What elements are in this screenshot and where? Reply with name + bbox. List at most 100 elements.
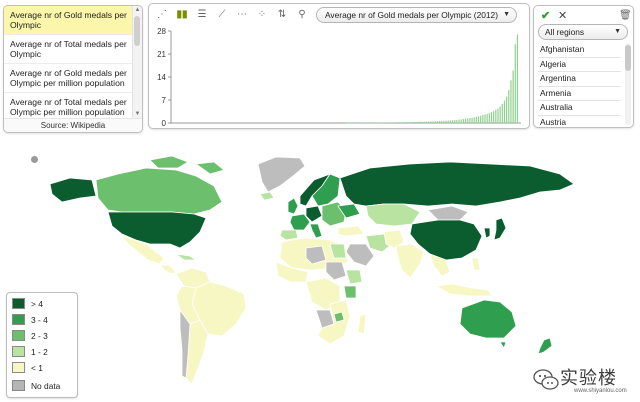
chart-bar[interactable]: [428, 121, 430, 123]
country-canada-islands[interactable]: [149, 155, 225, 175]
chart-bar[interactable]: [382, 122, 384, 124]
chart-bar[interactable]: [348, 122, 350, 124]
world-map[interactable]: [0, 140, 640, 402]
country-kazakhstan[interactable]: [365, 203, 421, 227]
country-australia[interactable]: [459, 299, 517, 339]
close-icon[interactable]: ✕: [558, 10, 568, 22]
chart-bar[interactable]: [516, 34, 519, 123]
chart-bar[interactable]: [350, 122, 352, 124]
chart-bar[interactable]: [510, 80, 512, 123]
chart-bar[interactable]: [354, 122, 356, 124]
country-china[interactable]: [409, 219, 483, 261]
chart-bar[interactable]: [503, 100, 506, 123]
scroll-up-icon[interactable]: ▲: [134, 7, 141, 13]
country-item[interactable]: Armenia: [538, 87, 621, 102]
chart-bar[interactable]: [441, 120, 443, 123]
chart-bar[interactable]: [421, 121, 423, 123]
chart-bar[interactable]: [417, 121, 419, 123]
chart-bar[interactable]: [358, 122, 361, 124]
country-new-zealand[interactable]: [537, 337, 553, 355]
indicator-item-total-per-million[interactable]: Average nr of Total medals per Olympic p…: [4, 93, 132, 118]
chart-bar[interactable]: [432, 121, 434, 123]
scroll-thumb[interactable]: [625, 45, 631, 71]
chart-bar[interactable]: [371, 122, 374, 124]
sort-icon[interactable]: ⇅: [277, 9, 287, 20]
chart-bar[interactable]: [449, 120, 451, 123]
chart-bar[interactable]: [475, 116, 477, 123]
chart-bar[interactable]: [408, 122, 410, 123]
scatter-icon[interactable]: ⋰: [157, 9, 167, 20]
chart-bar[interactable]: [484, 114, 486, 123]
chart-bar[interactable]: [499, 106, 501, 123]
chart-bar[interactable]: [413, 122, 415, 123]
chart-bar[interactable]: [445, 120, 447, 123]
chart-bar[interactable]: [352, 122, 354, 124]
scroll-thumb[interactable]: [134, 16, 140, 46]
chart-bar[interactable]: [447, 120, 449, 123]
chart-bar[interactable]: [423, 121, 426, 123]
chart-bar[interactable]: [482, 115, 484, 123]
chart-bar[interactable]: [501, 103, 503, 123]
country-madagascar[interactable]: [357, 313, 367, 335]
indicator-item-gold-per-million[interactable]: Average nr of Gold medals per Olympic pe…: [4, 64, 132, 93]
country-ukraine[interactable]: [337, 203, 361, 219]
chart-bar[interactable]: [434, 121, 436, 123]
country-canada[interactable]: [95, 167, 223, 215]
chart-bar[interactable]: [438, 121, 441, 123]
country-egypt[interactable]: [329, 243, 347, 259]
country-france[interactable]: [289, 213, 311, 231]
chart-bar[interactable]: [426, 121, 428, 123]
chart-bar[interactable]: [458, 119, 460, 123]
country-southern-africa[interactable]: [317, 299, 351, 345]
country-iceland[interactable]: [259, 191, 275, 201]
chart-bar[interactable]: [402, 122, 404, 123]
chart-bar[interactable]: [415, 121, 417, 123]
bar-chart-icon[interactable]: ▮▮: [176, 9, 188, 20]
chart-bar[interactable]: [367, 122, 369, 124]
chart-bar[interactable]: [462, 119, 464, 123]
country-india[interactable]: [395, 243, 425, 279]
country-chile[interactable]: [179, 309, 191, 379]
chart-bar[interactable]: [493, 111, 495, 123]
chart-bar[interactable]: [346, 122, 348, 124]
chart-bar[interactable]: [419, 121, 421, 123]
country-afghanistan-pakistan[interactable]: [383, 229, 405, 249]
chart-bar[interactable]: [480, 115, 482, 123]
chart-bar[interactable]: [467, 118, 469, 123]
chart-bar[interactable]: [477, 116, 480, 123]
chart-bar[interactable]: [361, 122, 363, 124]
chart-bar[interactable]: [486, 113, 488, 123]
country-ethiopia[interactable]: [345, 269, 363, 285]
country-item[interactable]: Austria: [538, 116, 621, 127]
indicator-scrollbar[interactable]: ▲ ▼: [132, 6, 142, 118]
country-item[interactable]: Australia: [538, 101, 621, 116]
country-central-america[interactable]: [159, 263, 177, 275]
scroll-down-icon[interactable]: ▼: [134, 111, 141, 117]
line-chart-icon[interactable]: ⟋: [218, 9, 226, 20]
chart-bar[interactable]: [473, 117, 475, 123]
chart-bar[interactable]: [460, 119, 462, 123]
chart-bar[interactable]: [469, 118, 471, 123]
country-sahel-nodata[interactable]: [305, 245, 327, 265]
check-icon[interactable]: ✔: [541, 10, 551, 22]
country-indonesia[interactable]: [435, 283, 493, 297]
chart-bar[interactable]: [430, 121, 432, 123]
chart-bar[interactable]: [456, 119, 458, 123]
chart-bar[interactable]: [400, 122, 402, 123]
chart-bar[interactable]: [497, 108, 499, 123]
chart-bar[interactable]: [490, 112, 493, 123]
country-cuba[interactable]: [175, 253, 197, 261]
country-germany[interactable]: [305, 205, 323, 223]
chart-bar[interactable]: [514, 44, 516, 123]
chart-bar[interactable]: [443, 120, 445, 123]
chart-bar[interactable]: [506, 96, 508, 123]
chart-bar[interactable]: [384, 122, 387, 124]
country-japan[interactable]: [493, 217, 507, 241]
metric-dropdown[interactable]: Average nr of Gold medals per Olympic (2…: [316, 7, 518, 23]
country-item[interactable]: Argentina: [538, 72, 621, 87]
chart-bar[interactable]: [363, 122, 365, 124]
chart-bar[interactable]: [436, 121, 439, 123]
chart-bar[interactable]: [488, 113, 490, 123]
chart-bar[interactable]: [454, 120, 456, 123]
chart-bar[interactable]: [404, 122, 406, 123]
